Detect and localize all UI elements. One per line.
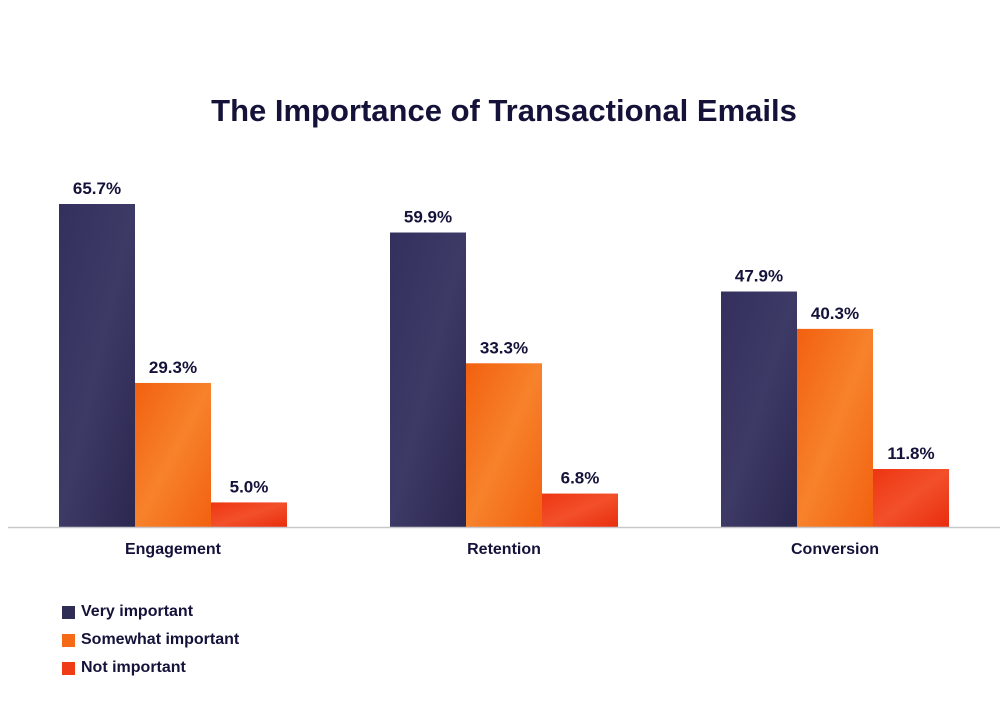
data-label-conversion-very-important: 47.9% <box>735 267 783 286</box>
data-label-engagement-somewhat-important: 29.3% <box>149 358 197 377</box>
legend-label: Very important <box>81 603 194 620</box>
data-label-retention-very-important: 59.9% <box>404 208 452 227</box>
legend-item-very-important: Very important <box>62 598 239 626</box>
data-label-engagement-very-important: 65.7% <box>73 179 121 198</box>
bar-engagement-somewhat-important <box>135 382 211 527</box>
bar-conversion-very-important <box>721 291 797 527</box>
bar-retention-very-important <box>390 232 466 527</box>
legend-swatch <box>62 661 75 675</box>
legend-item-not-important: Not important <box>62 654 239 682</box>
bars-group: 65.7% 29.3% 5.0% Engagement 59.9% 33.3% 6.8% Re… <box>59 179 949 558</box>
data-label-retention-somewhat-important: 33.3% <box>480 338 528 357</box>
data-label-retention-not-important: 6.8% <box>561 469 600 488</box>
bar-engagement-very-important <box>59 204 135 527</box>
category-label-conversion: Conversion <box>791 541 879 558</box>
bar-retention-not-important <box>542 493 618 527</box>
legend-swatch <box>62 605 75 619</box>
legend-item-somewhat-important: Somewhat important <box>62 626 239 654</box>
legend-label: Not important <box>81 659 186 676</box>
category-label-engagement: Engagement <box>125 541 222 558</box>
chart-title: The Importance of Transactional Emails <box>211 93 797 128</box>
bar-conversion-not-important <box>873 468 949 527</box>
data-label-conversion-not-important: 11.8% <box>887 444 934 463</box>
legend: Very important Somewhat important Not impo… <box>62 598 239 682</box>
data-label-conversion-somewhat-important: 40.3% <box>811 304 859 323</box>
bar-retention-somewhat-important <box>466 363 542 527</box>
data-label-engagement-not-important: 5.0% <box>230 477 269 496</box>
bar-engagement-not-important <box>211 502 287 527</box>
legend-label: Somewhat important <box>81 631 240 648</box>
bar-conversion-somewhat-important <box>797 328 873 527</box>
legend-swatch <box>62 633 75 647</box>
category-label-retention: Retention <box>467 541 541 558</box>
